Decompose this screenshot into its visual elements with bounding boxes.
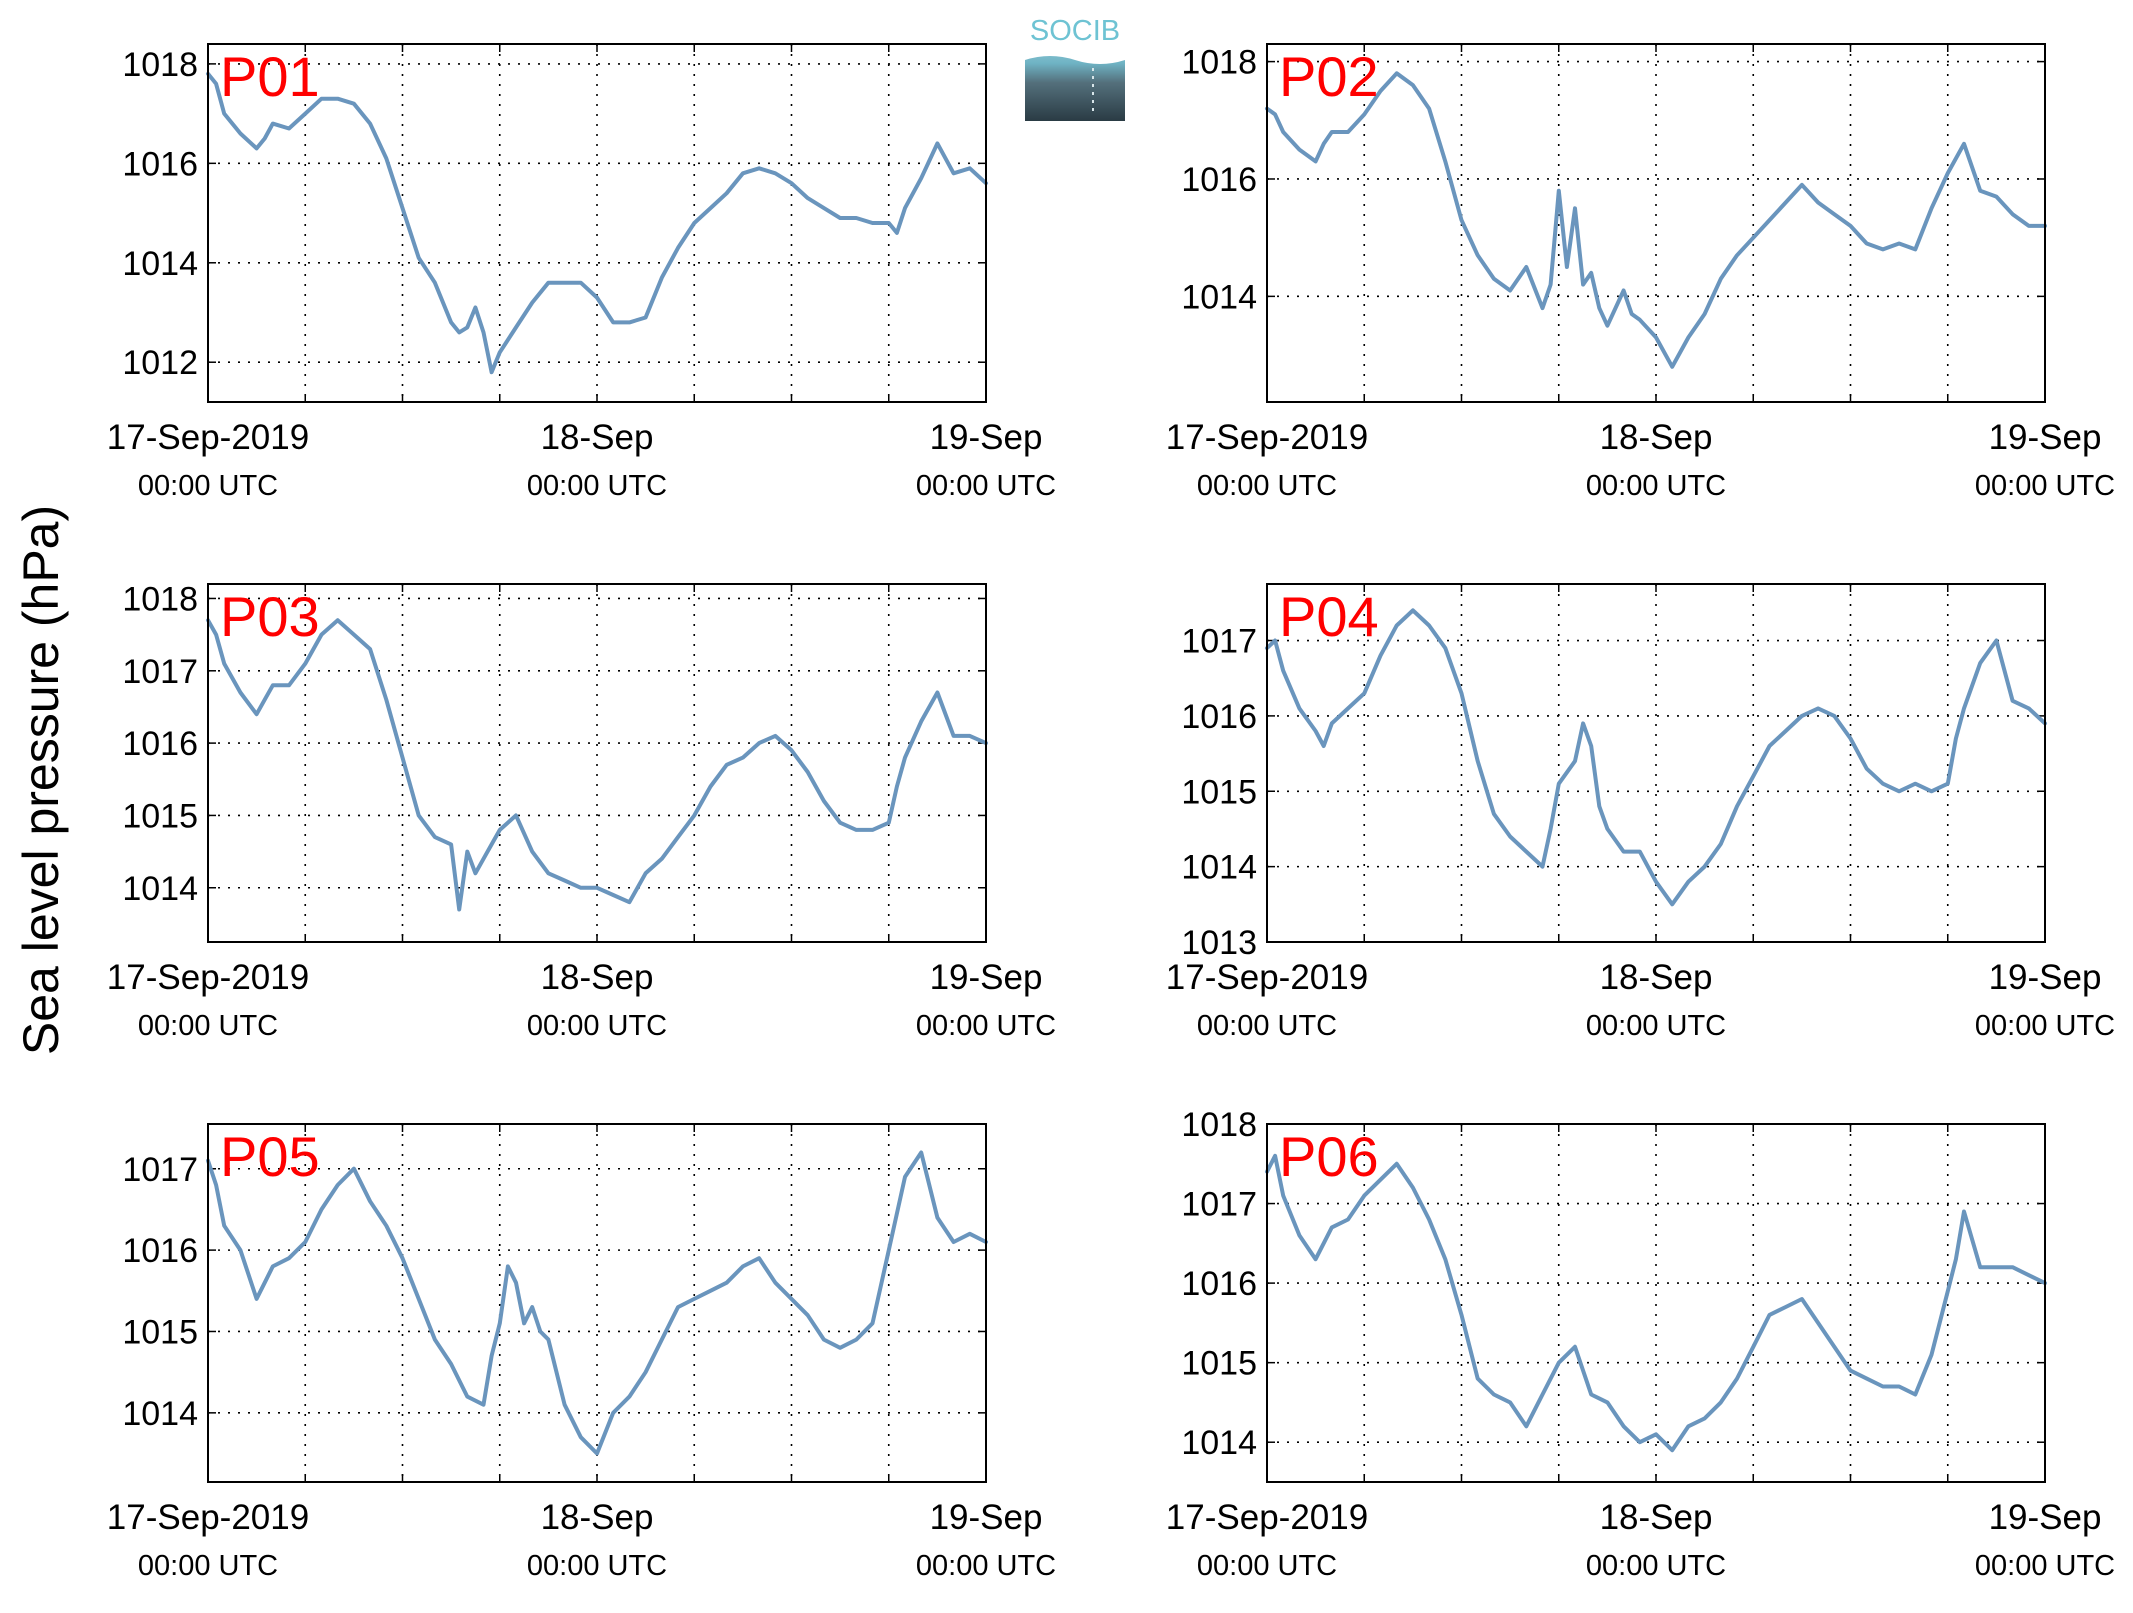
y-tick-label: 1018 (1181, 44, 1257, 82)
x-tick-label-time: 00:00 UTC (916, 470, 1056, 502)
x-tick-label-time: 00:00 UTC (527, 1010, 667, 1042)
y-tick-label: 1014 (1181, 849, 1257, 887)
x-tick-label-date: 17-Sep-2019 (107, 1498, 309, 1537)
series-line (1265, 1153, 2047, 1453)
y-tick-label: 1016 (122, 725, 198, 763)
y-tick-label: 1016 (1181, 698, 1257, 736)
y-tick-label: 1014 (1181, 278, 1257, 316)
x-tick-label-time: 00:00 UTC (527, 1550, 667, 1582)
panel-p01: 1012 1014 1016 1018 17-Sep-2019 00:00 UTC 18-S… (107, 43, 1056, 502)
x-tick-label-time: 00:00 UTC (138, 1550, 278, 1582)
plot-area (208, 584, 986, 942)
y-tick-label: 1014 (122, 245, 198, 283)
x-tick-label-time: 00:00 UTC (1197, 1550, 1337, 1582)
panel-p03: 1014 1015 1016 1017 1018 17-Sep-2019 00:00 UTC… (107, 580, 1056, 1042)
x-tick-label-time: 00:00 UTC (527, 470, 667, 502)
panels: 1012 1014 1016 1018 17-Sep-2019 00:00 UTC 18-S… (107, 43, 2115, 1582)
x-tick-label-time: 00:00 UTC (1975, 1550, 2115, 1582)
figure-ylabel: Sea level pressure (hPa) (13, 505, 69, 1055)
y-tick-label: 1016 (122, 145, 198, 183)
x-tick-label-date: 19-Sep (930, 1498, 1043, 1537)
plot-frame (1266, 43, 2046, 403)
plot-area (208, 1124, 986, 1482)
plot-area (1267, 44, 2045, 402)
x-tick-label-date: 19-Sep (930, 958, 1043, 997)
y-tick-label: 1014 (122, 870, 198, 908)
panel-p04: 1013 1014 1015 1016 1017 17-Sep-2019 00:00 UTC… (1166, 583, 2115, 1042)
y-tick-label: 1014 (1181, 1424, 1257, 1462)
panel-p06: 1014 1015 1016 1017 1018 17-Sep-2019 00:00 UTC… (1166, 1106, 2115, 1582)
x-tick-label-time: 00:00 UTC (138, 470, 278, 502)
x-tick-label-time: 00:00 UTC (916, 1010, 1056, 1042)
station-label: P06 (1279, 1125, 1379, 1188)
plot-frame (207, 583, 987, 943)
station-label: P01 (220, 45, 320, 108)
plot-frame (1266, 1123, 2046, 1483)
x-tick-label-date: 17-Sep-2019 (1166, 1498, 1368, 1537)
y-tick-label: 1017 (122, 653, 198, 691)
x-tick-label-date: 17-Sep-2019 (1166, 418, 1368, 457)
x-tick-label-date: 17-Sep-2019 (1166, 958, 1368, 997)
x-tick-label-date: 19-Sep (1989, 1498, 2102, 1537)
series-line (206, 71, 988, 375)
x-tick-label-date: 19-Sep (930, 418, 1043, 457)
x-tick-label-time: 00:00 UTC (1975, 470, 2115, 502)
y-tick-label: 1016 (1181, 161, 1257, 199)
station-label: P02 (1279, 45, 1379, 108)
x-tick-label-time: 00:00 UTC (1586, 1010, 1726, 1042)
socib-logo: SOCIB (1025, 15, 1125, 121)
station-label: P03 (220, 585, 320, 648)
x-tick-label-time: 00:00 UTC (916, 1550, 1056, 1582)
logo-text: SOCIB (1030, 15, 1120, 47)
y-tick-label: 1015 (1181, 773, 1257, 811)
x-tick-label-date: 18-Sep (541, 418, 654, 457)
y-tick-label: 1017 (1181, 623, 1257, 661)
y-tick-label: 1012 (122, 344, 198, 382)
x-tick-label-date: 18-Sep (1600, 958, 1713, 997)
x-tick-label-date: 17-Sep-2019 (107, 958, 309, 997)
y-tick-label: 1017 (122, 1151, 198, 1189)
plot-frame (207, 1123, 987, 1483)
y-tick-label: 1015 (122, 797, 198, 835)
y-tick-label: 1017 (1181, 1186, 1257, 1224)
x-tick-label-date: 18-Sep (1600, 418, 1713, 457)
x-tick-label-date: 18-Sep (541, 1498, 654, 1537)
x-tick-label-date: 19-Sep (1989, 418, 2102, 457)
plot-area (208, 44, 986, 402)
station-label: P04 (1279, 585, 1379, 648)
logo-wave (1025, 44, 1125, 64)
y-tick-label: 1018 (122, 46, 198, 84)
y-tick-label: 1018 (122, 580, 198, 618)
x-tick-label-date: 18-Sep (541, 958, 654, 997)
plot-area (1267, 584, 2045, 942)
y-tick-label: 1016 (1181, 1265, 1257, 1303)
panel-p02: 1014 1016 1018 17-Sep-2019 00:00 UTC 18-Sep 00… (1166, 43, 2115, 502)
y-tick-label: 1013 (1181, 924, 1257, 962)
y-tick-label: 1018 (1181, 1106, 1257, 1144)
plot-frame (1266, 583, 2046, 943)
y-tick-label: 1015 (122, 1313, 198, 1351)
station-label: P05 (220, 1125, 320, 1188)
y-tick-label: 1015 (1181, 1345, 1257, 1383)
x-tick-label-date: 19-Sep (1989, 958, 2102, 997)
x-tick-label-time: 00:00 UTC (1197, 470, 1337, 502)
x-tick-label-time: 00:00 UTC (1586, 1550, 1726, 1582)
series-line (206, 618, 988, 912)
series-line (1265, 608, 2047, 907)
x-tick-label-date: 18-Sep (1600, 1498, 1713, 1537)
y-tick-label: 1016 (122, 1232, 198, 1270)
panel-p05: 1014 1015 1016 1017 17-Sep-2019 00:00 UTC 18-S… (107, 1123, 1056, 1582)
series-line (1265, 71, 2047, 369)
x-tick-label-time: 00:00 UTC (138, 1010, 278, 1042)
x-tick-label-date: 17-Sep-2019 (107, 418, 309, 457)
plot-area (1267, 1124, 2045, 1482)
y-tick-label: 1014 (122, 1395, 198, 1433)
series-line (206, 1150, 988, 1456)
x-tick-label-time: 00:00 UTC (1975, 1010, 2115, 1042)
x-tick-label-time: 00:00 UTC (1586, 470, 1726, 502)
x-tick-label-time: 00:00 UTC (1197, 1010, 1337, 1042)
plot-frame (207, 43, 987, 403)
